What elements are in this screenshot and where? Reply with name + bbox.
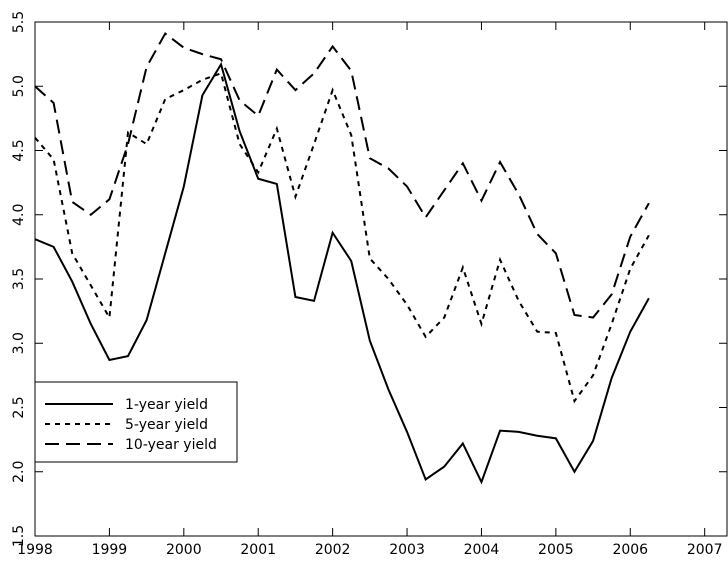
y-tick-label: 3.5 [11,268,27,290]
y-tick-label: 4.0 [11,204,27,226]
line-series [34,72,650,404]
x-tick-label: 2000 [166,542,202,558]
line-series [34,61,650,485]
line-series [34,32,650,319]
y-tick-label: 2.0 [11,461,27,483]
y-tick-label: 5.5 [11,11,27,33]
x-tick-label: 2003 [389,542,425,558]
legend-label: 10-year yield [125,437,217,453]
y-tick-label: 5.0 [11,75,27,97]
y-tick-label: 1.5 [11,525,27,547]
x-tick-label: 1998 [17,542,53,558]
x-tick-label: 2001 [240,542,276,558]
y-tick-label: 3.0 [11,332,27,354]
x-tick-label: 2004 [464,542,500,558]
x-tick-label: 1999 [92,542,128,558]
x-tick-label: 2006 [612,542,648,558]
y-tick-label: 2.5 [11,396,27,418]
x-tick-label: 2005 [538,542,574,558]
legend-label: 1-year yield [125,397,208,413]
legend-box [34,381,238,463]
y-tick-label: 4.5 [11,139,27,161]
x-tick-label: 2002 [315,542,351,558]
x-tick-label: 2007 [687,542,723,558]
legend-label: 5-year yield [125,417,208,433]
